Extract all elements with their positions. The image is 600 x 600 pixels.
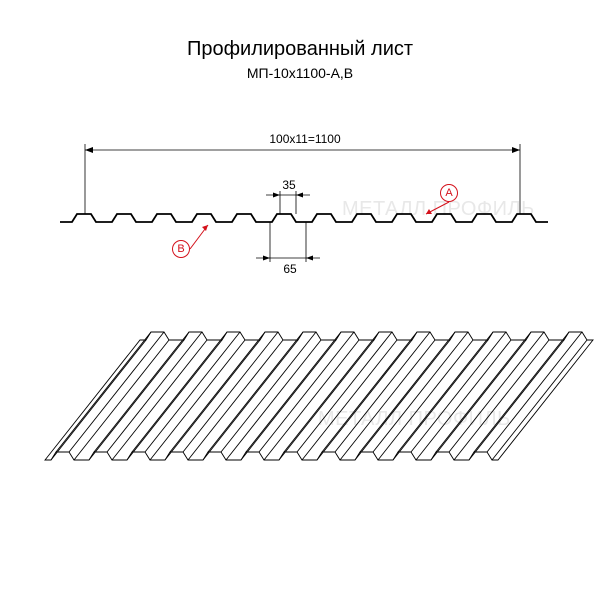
marker-a: A bbox=[440, 184, 458, 202]
dimension-bottom: 65 bbox=[280, 262, 300, 276]
marker-b: B bbox=[172, 240, 190, 258]
dimension-top: 35 bbox=[279, 178, 299, 192]
technical-diagram bbox=[0, 0, 600, 600]
dimension-overall: 100х11=1100 bbox=[250, 132, 360, 146]
